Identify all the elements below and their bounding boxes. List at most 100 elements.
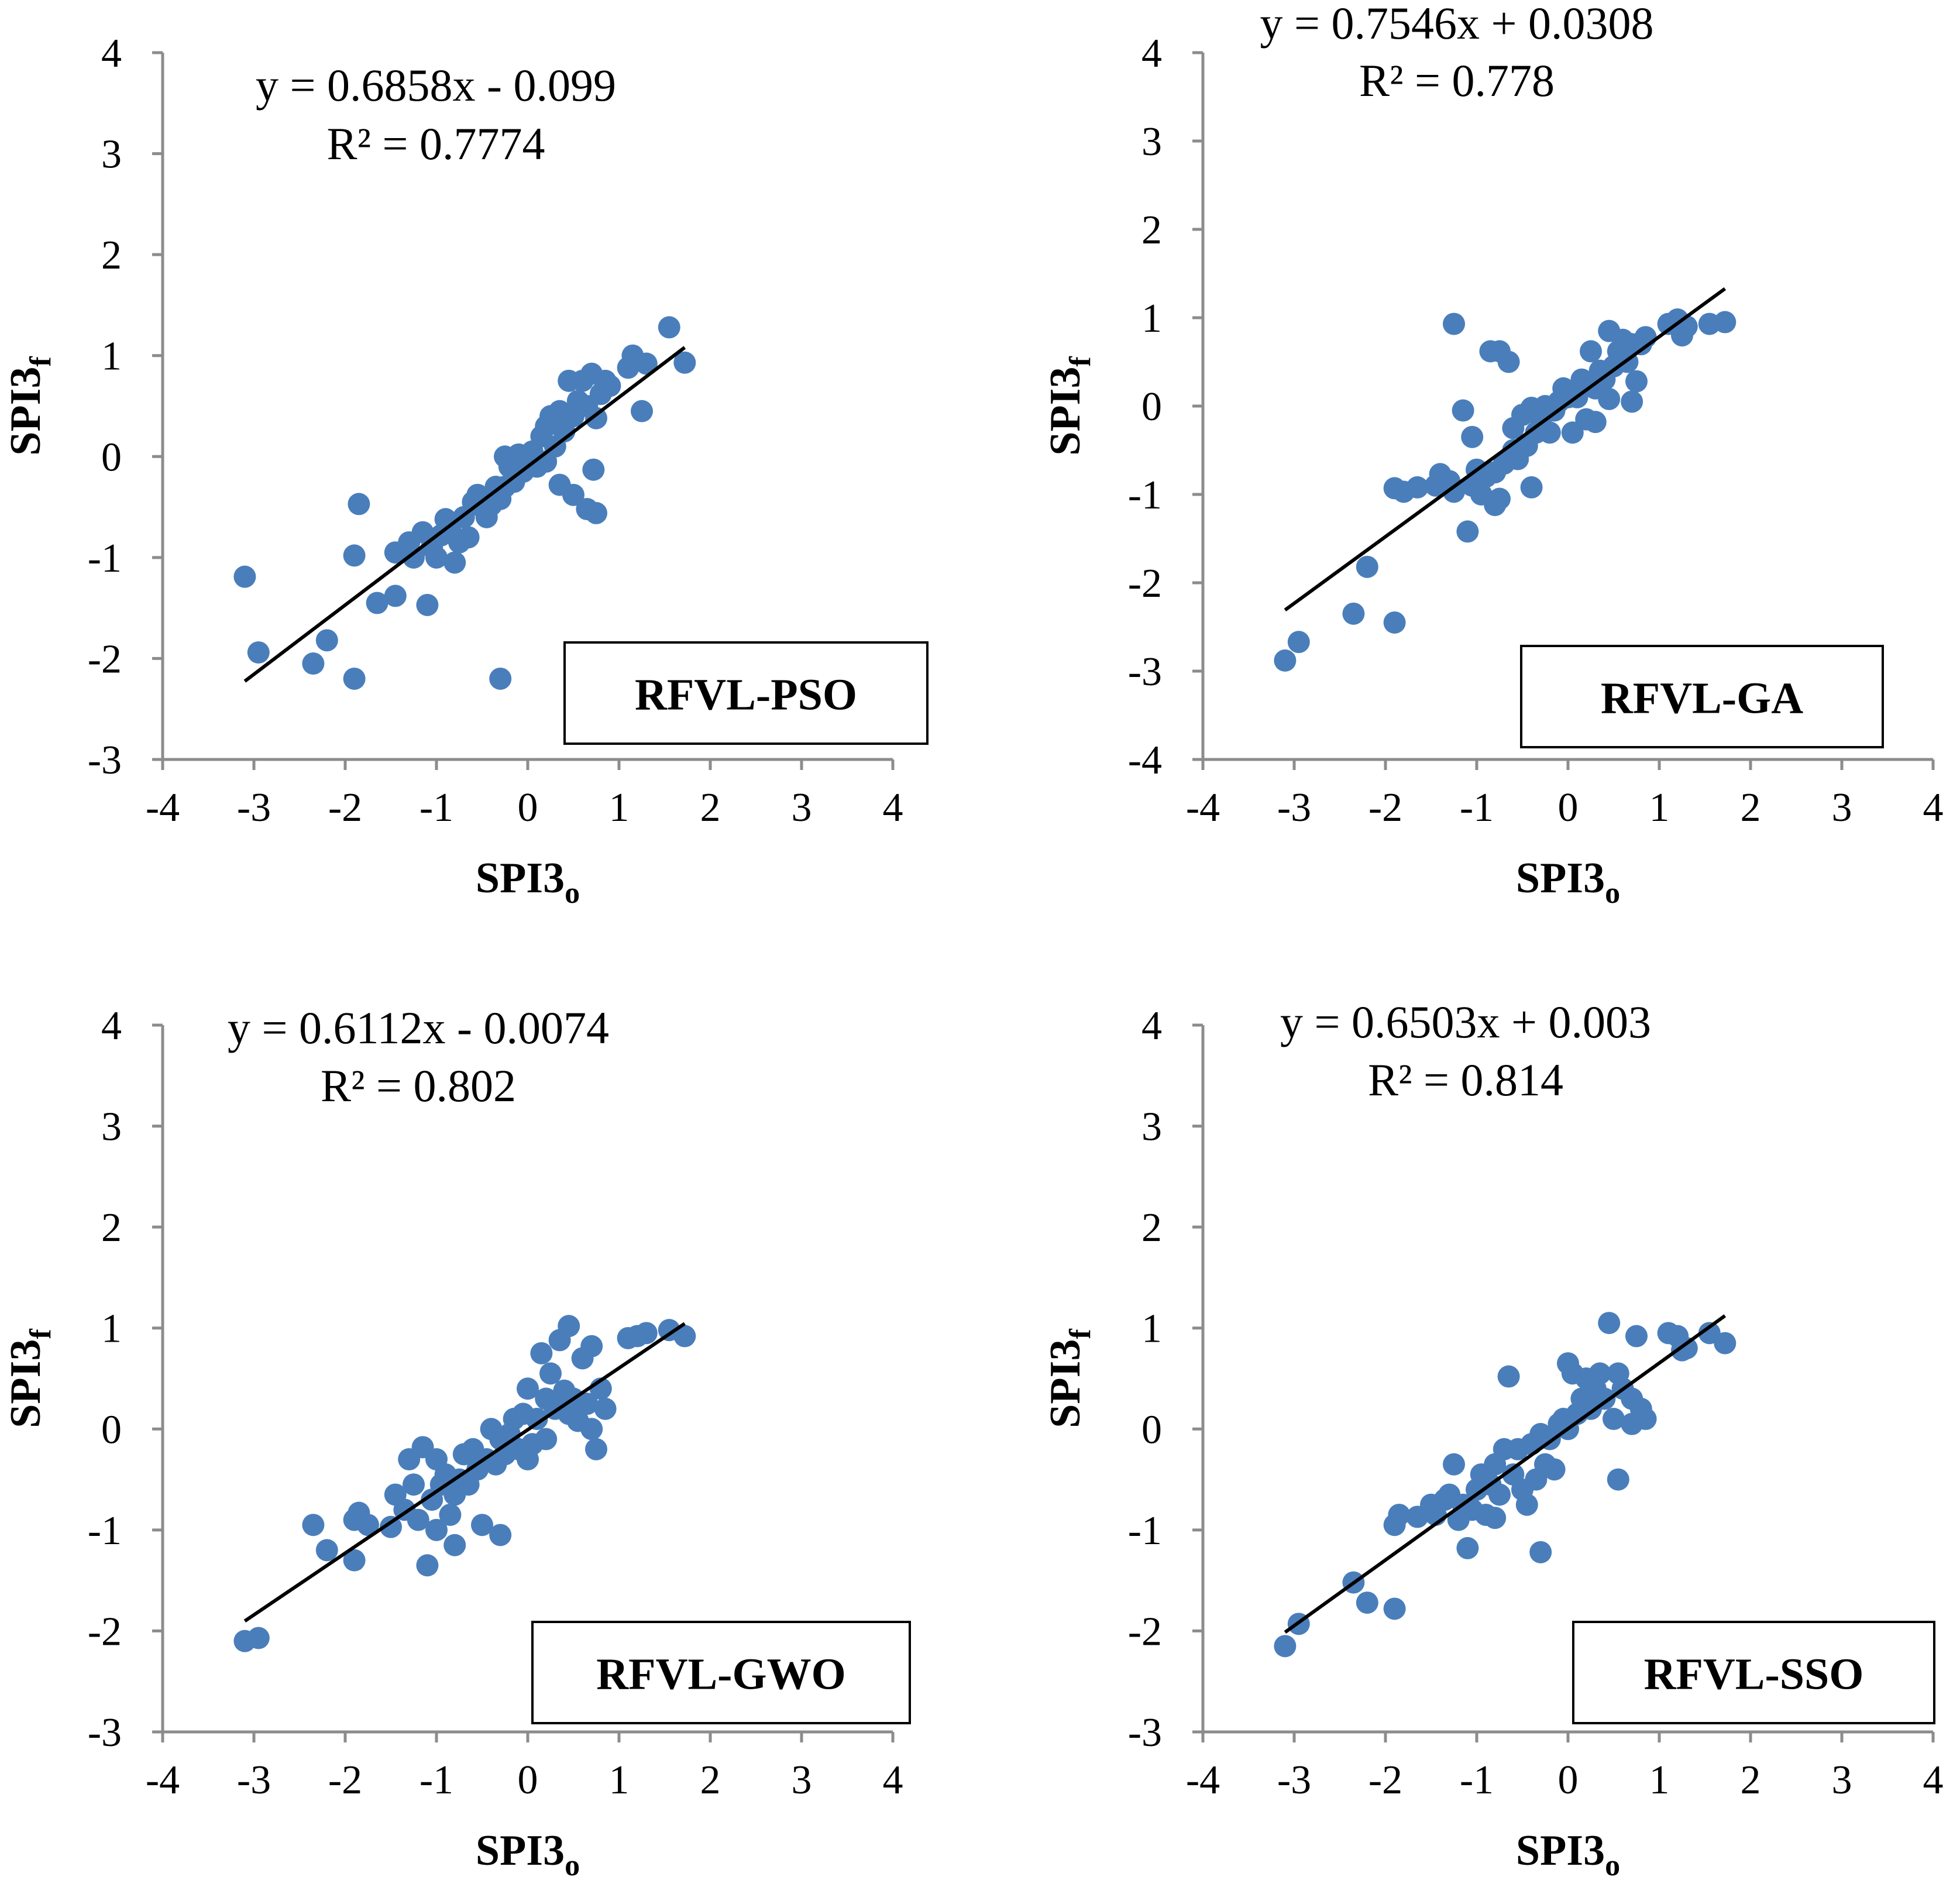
y-tick-label: -3: [1128, 1710, 1162, 1755]
data-point: [558, 1315, 580, 1338]
data-point: [1625, 1325, 1648, 1348]
x-tick-label: -2: [1368, 785, 1402, 830]
r-squared-label: R² = 0.814: [1368, 1054, 1563, 1105]
x-tick-label: 3: [792, 1758, 812, 1803]
data-point: [343, 667, 366, 690]
data-point: [247, 641, 270, 664]
y-tick-label: 1: [1141, 296, 1162, 341]
data-point: [1356, 555, 1378, 578]
y-tick-label: 0: [1141, 384, 1162, 429]
trend-line: [1284, 1314, 1727, 1634]
data-point: [1443, 480, 1465, 503]
y-tick-label: 1: [101, 1307, 122, 1352]
y-tick-label: 3: [1141, 119, 1162, 164]
regression-equation: y = 0.7546x + 0.0308: [1260, 0, 1654, 49]
data-point: [1287, 631, 1310, 654]
x-tick-label: 0: [518, 785, 538, 830]
x-tick-label: -2: [1368, 1758, 1402, 1803]
data-point: [1625, 370, 1648, 393]
x-tick-label: -1: [1460, 1758, 1494, 1803]
y-tick-label: 0: [1141, 1407, 1162, 1452]
data-point: [580, 1335, 603, 1357]
data-point: [1603, 1408, 1625, 1431]
data-point: [1561, 421, 1584, 444]
x-axis-label: SPI3o: [476, 1827, 580, 1882]
y-tick-label: 3: [1141, 1105, 1162, 1150]
model-label: RFVL-SSO: [1644, 1650, 1864, 1699]
model-label: RFVL-PSO: [635, 671, 857, 720]
data-point: [1488, 1483, 1511, 1506]
y-tick-label: -2: [1128, 1609, 1162, 1654]
regression-equation: y = 0.6858x - 0.099: [256, 60, 616, 111]
data-point: [594, 1397, 617, 1420]
data-point: [1388, 1503, 1411, 1526]
data-point: [535, 1428, 558, 1450]
x-tick-label: 3: [1832, 785, 1852, 830]
data-point: [1588, 1362, 1611, 1385]
data-point: [443, 551, 466, 574]
y-tick-label: 1: [1141, 1307, 1162, 1352]
y-axis-label: SPI3f: [2, 1329, 57, 1428]
data-point: [1520, 476, 1543, 499]
data-point: [673, 1325, 696, 1348]
data-point: [635, 1322, 658, 1345]
x-tick-label: 1: [609, 785, 630, 830]
model-label-box: [563, 641, 929, 745]
data-point: [343, 544, 366, 567]
scatter-panel-rfvl-gwo: -4 -3 -2 -1 0 1 2 3 4 -3 -2 -1 0 1 2 3 4 y = 0.6112x - 0.…: [2, 1002, 911, 1882]
y-tick-label: 1: [101, 334, 122, 379]
trend-line: [243, 1322, 686, 1623]
data-point: [1497, 350, 1520, 373]
x-tick-label: 1: [609, 1758, 630, 1803]
y-tick-label: -2: [88, 1609, 122, 1654]
x-tick-label: -3: [237, 1758, 271, 1803]
data-point: [1484, 1507, 1507, 1529]
regression-equation: y = 0.6112x - 0.0074: [228, 1002, 609, 1053]
y-tick-label: 3: [101, 1105, 122, 1150]
data-point: [658, 316, 680, 339]
x-tick-label: -1: [419, 785, 453, 830]
data-point: [489, 1524, 512, 1546]
y-tick-label: 0: [101, 1407, 122, 1452]
data-point: [1456, 1536, 1479, 1559]
data-point: [1488, 487, 1511, 510]
x-tick-label: 4: [883, 785, 903, 830]
data-point: [457, 526, 480, 549]
data-point: [348, 493, 370, 515]
data-point: [539, 1362, 562, 1385]
data-point: [1274, 1635, 1297, 1658]
data-point: [489, 667, 512, 690]
x-tick-label: 4: [1923, 1758, 1944, 1803]
model-label-box: [1572, 1621, 1935, 1724]
data-point: [1406, 476, 1429, 499]
data-point: [1356, 1591, 1378, 1614]
data-point: [1714, 1332, 1737, 1355]
x-tick-label: 1: [1649, 785, 1670, 830]
x-axis-label: SPI3o: [1516, 1827, 1620, 1882]
data-point: [443, 1534, 466, 1556]
y-tick-label: 3: [101, 132, 122, 177]
data-point: [1598, 1312, 1621, 1335]
x-tick-label: -3: [1277, 785, 1311, 830]
data-point: [585, 407, 607, 429]
x-tick-label: 1: [1649, 1758, 1670, 1803]
model-label-box: [1520, 645, 1884, 748]
scatter-panel-rfvl-sso: -4 -3 -2 -1 0 1 2 3 4 -3 -2 -1 0 1 2 3 4 y = 0.6503x + 0.…: [1041, 996, 1944, 1882]
data-point: [302, 1514, 325, 1536]
data-point: [384, 585, 407, 607]
data-point: [471, 1514, 493, 1536]
data-point: [673, 351, 696, 374]
r-squared-label: R² = 0.802: [321, 1060, 516, 1111]
x-tick-label: 2: [1741, 1758, 1761, 1803]
y-tick-label: 4: [101, 31, 122, 76]
data-point: [1497, 1365, 1520, 1388]
regression-equation: y = 0.6503x + 0.003: [1280, 996, 1651, 1047]
scatter-panel-rfvl-pso: -4 -3 -2 -1 0 1 2 3 4 -3 -2 -1 0 1 2 3 4 y = 0.6858x - 0.…: [2, 31, 929, 910]
data-point: [1461, 425, 1484, 448]
data-point: [1383, 1597, 1406, 1620]
data-point: [582, 458, 605, 481]
y-tick-label: -1: [88, 1508, 122, 1553]
x-tick-label: 2: [700, 785, 721, 830]
data-point: [416, 593, 439, 616]
x-tick-label: 0: [518, 1758, 538, 1803]
